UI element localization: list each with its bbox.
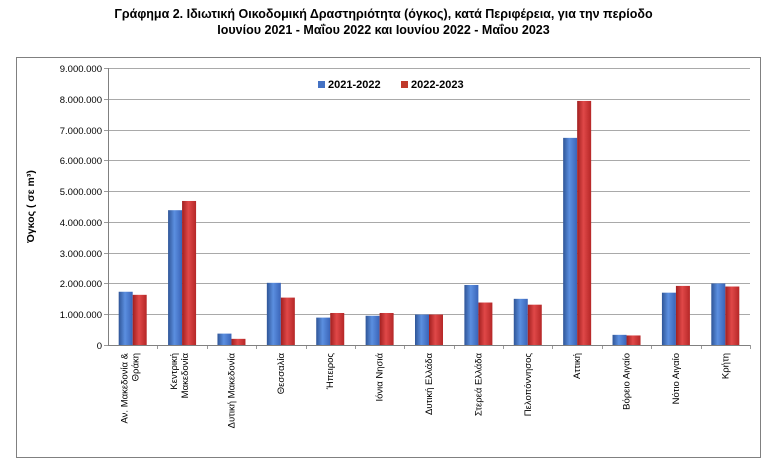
- bar-series1: [168, 210, 183, 345]
- x-tick-label: Στερεά Ελλάδα: [473, 353, 484, 417]
- bar-series2: [379, 312, 394, 345]
- x-tick-label-line: Κρήτη: [720, 353, 731, 379]
- x-tick-label-line: Ήπειρος: [325, 353, 336, 391]
- bar-series2: [330, 312, 345, 345]
- bar-series1: [612, 334, 627, 345]
- bar-series2: [231, 338, 246, 345]
- x-tick-label: ΚεντρικήΜακεδονία: [169, 353, 191, 399]
- bar-series1: [118, 291, 133, 345]
- legend-label: 2022-2023: [411, 79, 464, 91]
- x-tick-label: Ιόνια Νησιά: [375, 352, 386, 401]
- y-tick-label: 8.000.000: [60, 95, 102, 106]
- bar-series1: [365, 315, 380, 345]
- y-tick-label: 6.000.000: [60, 156, 102, 167]
- legend-swatch: [401, 81, 408, 88]
- bar-series2: [478, 302, 493, 345]
- x-tick-label-line: Θεσσαλία: [276, 352, 287, 394]
- x-tick-label: Βόρειο Αιγαίο: [622, 353, 633, 410]
- x-tick-label-line: Νότιο Αιγαίο: [671, 353, 682, 404]
- x-tick-label: Δυτική Μακεδονία: [226, 353, 237, 429]
- x-tick-label-line: Δυτική Ελλάδα: [424, 352, 435, 415]
- x-tick-label-line: Αν. Μακεδονία &: [120, 352, 131, 423]
- y-tick-label: 0: [97, 341, 102, 352]
- x-tick-label: Κρήτη: [720, 353, 731, 379]
- y-tick-label: 5.000.000: [60, 187, 102, 198]
- bar-series2: [182, 200, 197, 345]
- bar-series1: [464, 284, 479, 345]
- x-tick-label-line: Κεντρική: [169, 353, 180, 390]
- bar-series1: [266, 282, 281, 345]
- y-tick-label: 1.000.000: [60, 310, 102, 321]
- y-tick-label: 4.000.000: [60, 218, 102, 229]
- chart-frame: [16, 57, 761, 458]
- bar-series1: [513, 298, 528, 345]
- x-tick-label: Θεσσαλία: [276, 352, 287, 394]
- y-tick-label: 3.000.000: [60, 249, 102, 260]
- x-tick-label: Ήπειρος: [325, 353, 336, 391]
- bar-series2: [429, 314, 443, 345]
- chart-title: Γράφημα 2. Ιδιωτική Οικοδομική Δραστηριό…: [114, 7, 653, 21]
- y-tick-label: 7.000.000: [60, 126, 102, 137]
- bar-series2: [280, 297, 295, 345]
- bar-series1: [711, 283, 726, 345]
- bar-series1: [563, 137, 578, 345]
- bar-series2: [577, 100, 592, 345]
- x-tick-label-line: Στερεά Ελλάδα: [473, 353, 484, 417]
- x-tick-label: Αττική: [572, 353, 583, 379]
- legend-label: 2021-2022: [328, 79, 381, 91]
- chart-subtitle: Ιουνίου 2021 - Μαΐου 2022 και Ιουνίου 20…: [217, 23, 550, 37]
- x-tick-label-line: Πελοπόννησος: [523, 353, 534, 417]
- y-axis-label: Όγκος ( σε m³): [25, 170, 37, 244]
- legend-swatch: [318, 81, 325, 88]
- x-tick-label: Νότιο Αιγαίο: [671, 353, 682, 404]
- x-tick-label-line: Βόρειο Αιγαίο: [622, 353, 633, 410]
- x-tick-label: Δυτική Ελλάδα: [424, 352, 435, 415]
- x-tick-label-line: Μακεδονία: [180, 353, 191, 399]
- bar-series2: [527, 304, 542, 345]
- bar-series2: [626, 335, 641, 345]
- x-tick-label-line: Ιόνια Νησιά: [375, 352, 386, 401]
- bar-series1: [316, 317, 331, 345]
- x-tick-label-line: Δυτική Μακεδονία: [226, 353, 237, 429]
- bar-series1: [661, 292, 676, 345]
- x-tick-label: Αν. Μακεδονία &Θράκη: [120, 352, 142, 423]
- x-tick-label-line: Θράκη: [131, 353, 142, 381]
- bar-series1: [415, 314, 429, 345]
- bar-series1: [217, 333, 232, 345]
- y-tick-label: 2.000.000: [60, 279, 102, 290]
- bar-series2: [675, 285, 690, 345]
- x-tick-label-line: Αττική: [572, 353, 583, 379]
- bar-series2: [725, 286, 740, 345]
- x-tick-label: Πελοπόννησος: [523, 353, 534, 417]
- y-tick-label: 9.000.000: [60, 64, 102, 75]
- bar-series2: [132, 294, 147, 345]
